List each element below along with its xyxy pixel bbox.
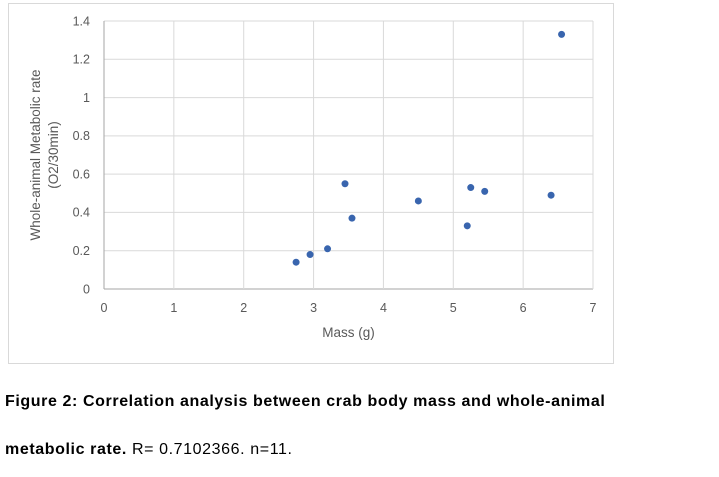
scatter-chart: 0 0.2 0.4 0.6 0.8 1 1.2 1.4 0 1 2 3 4 5 6 7 Mass (g) Whol… xyxy=(28,14,597,340)
x-tick-label: 6 xyxy=(520,301,527,315)
data-point xyxy=(463,222,471,230)
data-point xyxy=(324,245,332,253)
data-point xyxy=(558,30,566,38)
y-axis-title: Whole-animal Metabolic rate xyxy=(28,69,43,240)
data-point xyxy=(341,180,349,188)
y-tick-label: 0.2 xyxy=(73,244,90,258)
caption-line-1: Figure 2: Correlation analysis between c… xyxy=(5,393,605,411)
data-point xyxy=(306,251,314,259)
y-tick-label: 0.6 xyxy=(73,167,90,181)
y-tick-label: 0.4 xyxy=(73,206,90,220)
y-tick-label: 1.4 xyxy=(73,14,90,28)
caption-stats-text: R= 0.7102366. n=11. xyxy=(126,441,293,458)
caption-title-text: Figure 2: Correlation analysis between c… xyxy=(5,393,606,410)
x-axis-title: Mass (g) xyxy=(322,325,375,340)
data-point xyxy=(467,184,475,192)
y-tick-label: 1 xyxy=(83,91,90,105)
data-point xyxy=(481,187,489,195)
x-tick-label: 0 xyxy=(101,301,108,315)
x-tick-label: 7 xyxy=(590,301,597,315)
data-point xyxy=(547,191,555,199)
y-axis-title: (O2/30min) xyxy=(46,121,61,189)
x-tick-label: 2 xyxy=(240,301,247,315)
y-tick-label: 0.8 xyxy=(73,129,90,143)
x-tick-label: 3 xyxy=(310,301,317,315)
y-tick-label: 0 xyxy=(83,282,90,296)
data-point xyxy=(348,214,356,222)
x-tick-label: 5 xyxy=(450,301,457,315)
data-point xyxy=(414,197,422,205)
caption-title-text-continued: metabolic rate. xyxy=(5,441,127,458)
y-tick-label: 1.2 xyxy=(73,53,90,67)
chart-frame: 0 0.2 0.4 0.6 0.8 1 1.2 1.4 0 1 2 3 4 5 6 7 Mass (g) Whol… xyxy=(8,3,614,364)
data-point xyxy=(292,258,300,266)
caption-line-2: metabolic rate. R= 0.7102366. n=11. xyxy=(5,441,293,459)
x-tick-label: 4 xyxy=(380,301,387,315)
x-tick-label: 1 xyxy=(170,301,177,315)
